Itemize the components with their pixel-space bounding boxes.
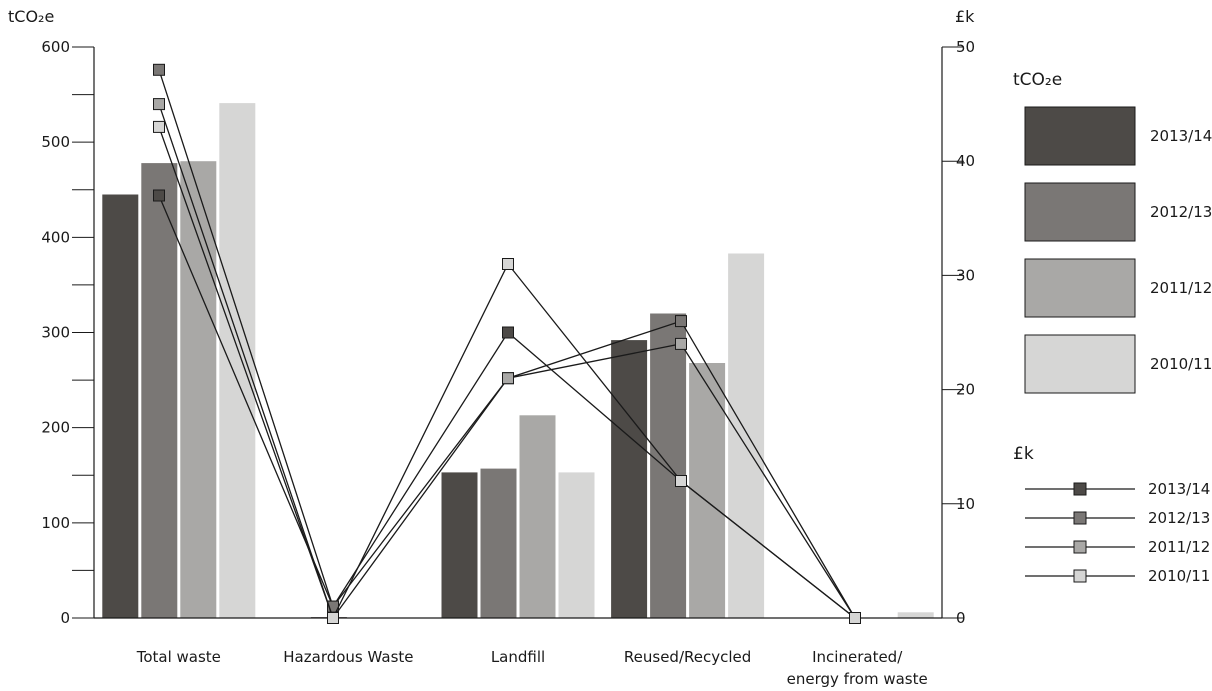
legend-label: 2013/14 xyxy=(1148,480,1210,498)
category-label: Landfill xyxy=(491,648,545,666)
legend-swatch xyxy=(1024,106,1136,166)
line-marker xyxy=(675,475,687,487)
right-tick-label: 40 xyxy=(956,152,975,170)
bar xyxy=(689,363,726,618)
line-marker xyxy=(153,98,165,111)
bar xyxy=(441,472,478,618)
bar xyxy=(219,103,256,619)
lines-layer xyxy=(153,63,861,624)
category-label: Incinerated/energy from waste xyxy=(787,648,928,688)
right-tick-label: 10 xyxy=(956,495,975,513)
line-marker xyxy=(153,189,165,202)
line-marker xyxy=(849,612,861,624)
bar xyxy=(519,415,556,618)
right-tick-label: 50 xyxy=(956,38,975,56)
legend-marker xyxy=(1073,540,1087,554)
left-tick-label: 200 xyxy=(41,419,70,437)
line-marker xyxy=(502,372,514,385)
left-axis-title: tCO₂e xyxy=(8,7,54,26)
line-marker xyxy=(675,337,687,350)
bar xyxy=(480,468,517,618)
legend-label: 2013/14 xyxy=(1150,127,1212,145)
legend-swatch xyxy=(1024,182,1136,242)
left-tick-label: 400 xyxy=(41,228,70,246)
left-tick-label: 0 xyxy=(60,609,70,627)
line-marker xyxy=(675,315,687,328)
bar xyxy=(728,253,765,618)
legend: tCO₂e 2013/14 2012/13 2011/12 2010/11 £k 2013/… xyxy=(1013,70,1212,585)
line-marker xyxy=(502,326,514,339)
line-marker xyxy=(153,63,165,76)
bar xyxy=(611,340,648,618)
legend-marker xyxy=(1073,569,1087,583)
bars-layer xyxy=(102,103,934,619)
line-marker xyxy=(153,120,165,133)
category-label: Hazardous Waste xyxy=(283,648,413,666)
right-tick-label: 30 xyxy=(956,266,975,284)
legend-label: 2011/12 xyxy=(1148,538,1210,556)
legend-marker xyxy=(1073,511,1087,525)
legend-label: 2010/11 xyxy=(1150,355,1212,373)
category-label: Total waste xyxy=(136,648,221,666)
axes-layer: 0 100 200 300 400 500 600 tCO₂e 0 10 20 30 40 50 £k Tot… xyxy=(8,7,975,688)
left-tick-label: 300 xyxy=(41,324,70,342)
line-marker xyxy=(327,612,339,624)
legend-line-title: £k xyxy=(1013,444,1034,464)
bar xyxy=(102,194,139,618)
bar xyxy=(558,472,595,618)
legend-bar-title: tCO₂e xyxy=(1013,70,1062,90)
bar xyxy=(897,612,934,618)
legend-label: 2012/13 xyxy=(1148,509,1210,527)
legend-label: 2011/12 xyxy=(1150,279,1212,297)
right-axis-title: £k xyxy=(955,7,975,26)
legend-swatch xyxy=(1024,258,1136,318)
right-tick-label: 20 xyxy=(956,381,975,399)
legend-swatch xyxy=(1024,334,1136,394)
legend-label: 2010/11 xyxy=(1148,567,1210,585)
left-tick-label: 600 xyxy=(41,38,70,56)
category-label: Reused/Recycled xyxy=(624,648,751,666)
left-tick-label: 500 xyxy=(41,133,70,151)
left-tick-label: 100 xyxy=(41,514,70,532)
right-tick-label: 0 xyxy=(956,609,966,627)
line-marker xyxy=(502,258,514,270)
legend-label: 2012/13 xyxy=(1150,203,1212,221)
bar xyxy=(141,163,178,618)
legend-marker xyxy=(1073,482,1087,496)
